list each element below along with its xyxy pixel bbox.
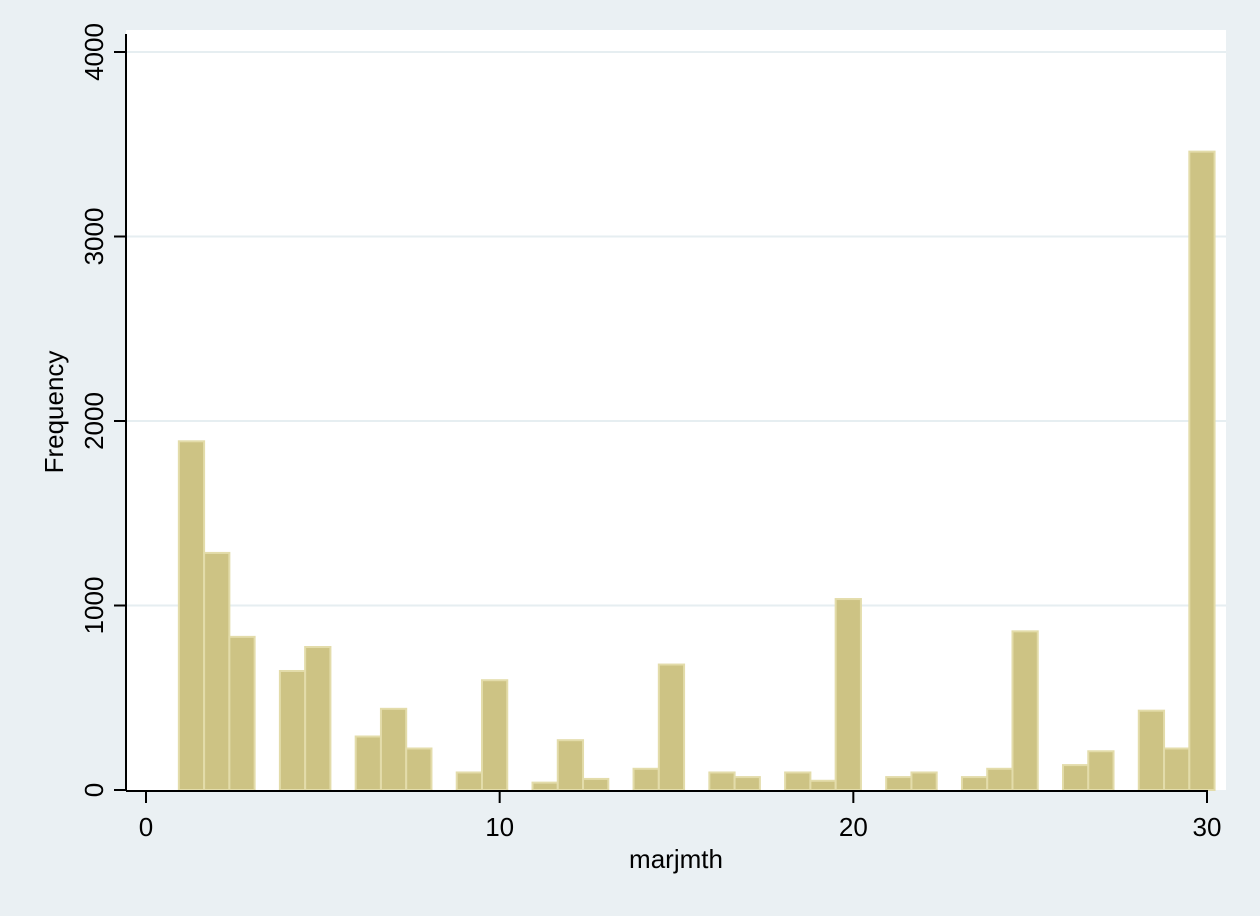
histogram-bar [531, 781, 559, 791]
y-tick-label: 4000 [79, 23, 109, 81]
histogram-bar [1188, 150, 1216, 791]
x-tick-label: 0 [139, 812, 153, 842]
histogram-bar [708, 771, 736, 791]
histogram-bar [379, 707, 408, 792]
y-tick-label: 1000 [79, 577, 109, 635]
histogram-bar [203, 551, 231, 791]
histogram-bar [910, 771, 938, 791]
histogram-bar [405, 747, 433, 791]
histogram-bar [455, 771, 483, 791]
histogram-bar [733, 776, 761, 792]
histogram-bar [177, 440, 206, 791]
histogram-bar [1011, 630, 1039, 792]
histogram-bar [354, 735, 382, 791]
histogram-bar [556, 739, 585, 791]
x-axis-ticks: 0 10 20 30 [139, 791, 1222, 842]
histogram-bar [304, 646, 332, 792]
histogram-bar [657, 663, 686, 791]
histogram-bar [784, 771, 812, 791]
histogram-bar [582, 777, 610, 791]
gridlines [127, 51, 1226, 607]
histogram-bar [1087, 750, 1115, 792]
histogram-bar [278, 669, 307, 791]
histogram-bar [834, 598, 862, 791]
histogram-bar [632, 767, 660, 791]
histogram-bar [809, 779, 837, 792]
x-tick-label: 20 [839, 812, 868, 842]
histogram-bar [1163, 747, 1191, 791]
y-axis-ticks: 0 1000 2000 3000 4000 [79, 23, 126, 797]
y-tick-label: 2000 [79, 392, 109, 450]
histogram-bar [1062, 764, 1090, 792]
x-tick-label: 10 [485, 812, 514, 842]
histogram-bar [480, 679, 509, 791]
y-tick-label: 3000 [79, 208, 109, 266]
x-tick-label: 30 [1193, 812, 1222, 842]
histogram-bar [960, 776, 989, 792]
histogram-bar [228, 635, 256, 791]
axes [125, 34, 1208, 792]
y-axis-title: Frequency [39, 351, 69, 474]
histogram-bar [885, 776, 913, 792]
histogram-bar [1137, 709, 1166, 791]
y-tick-label: 0 [79, 783, 109, 797]
x-axis-title: marjmth [629, 844, 723, 874]
histogram-bar [986, 767, 1014, 791]
